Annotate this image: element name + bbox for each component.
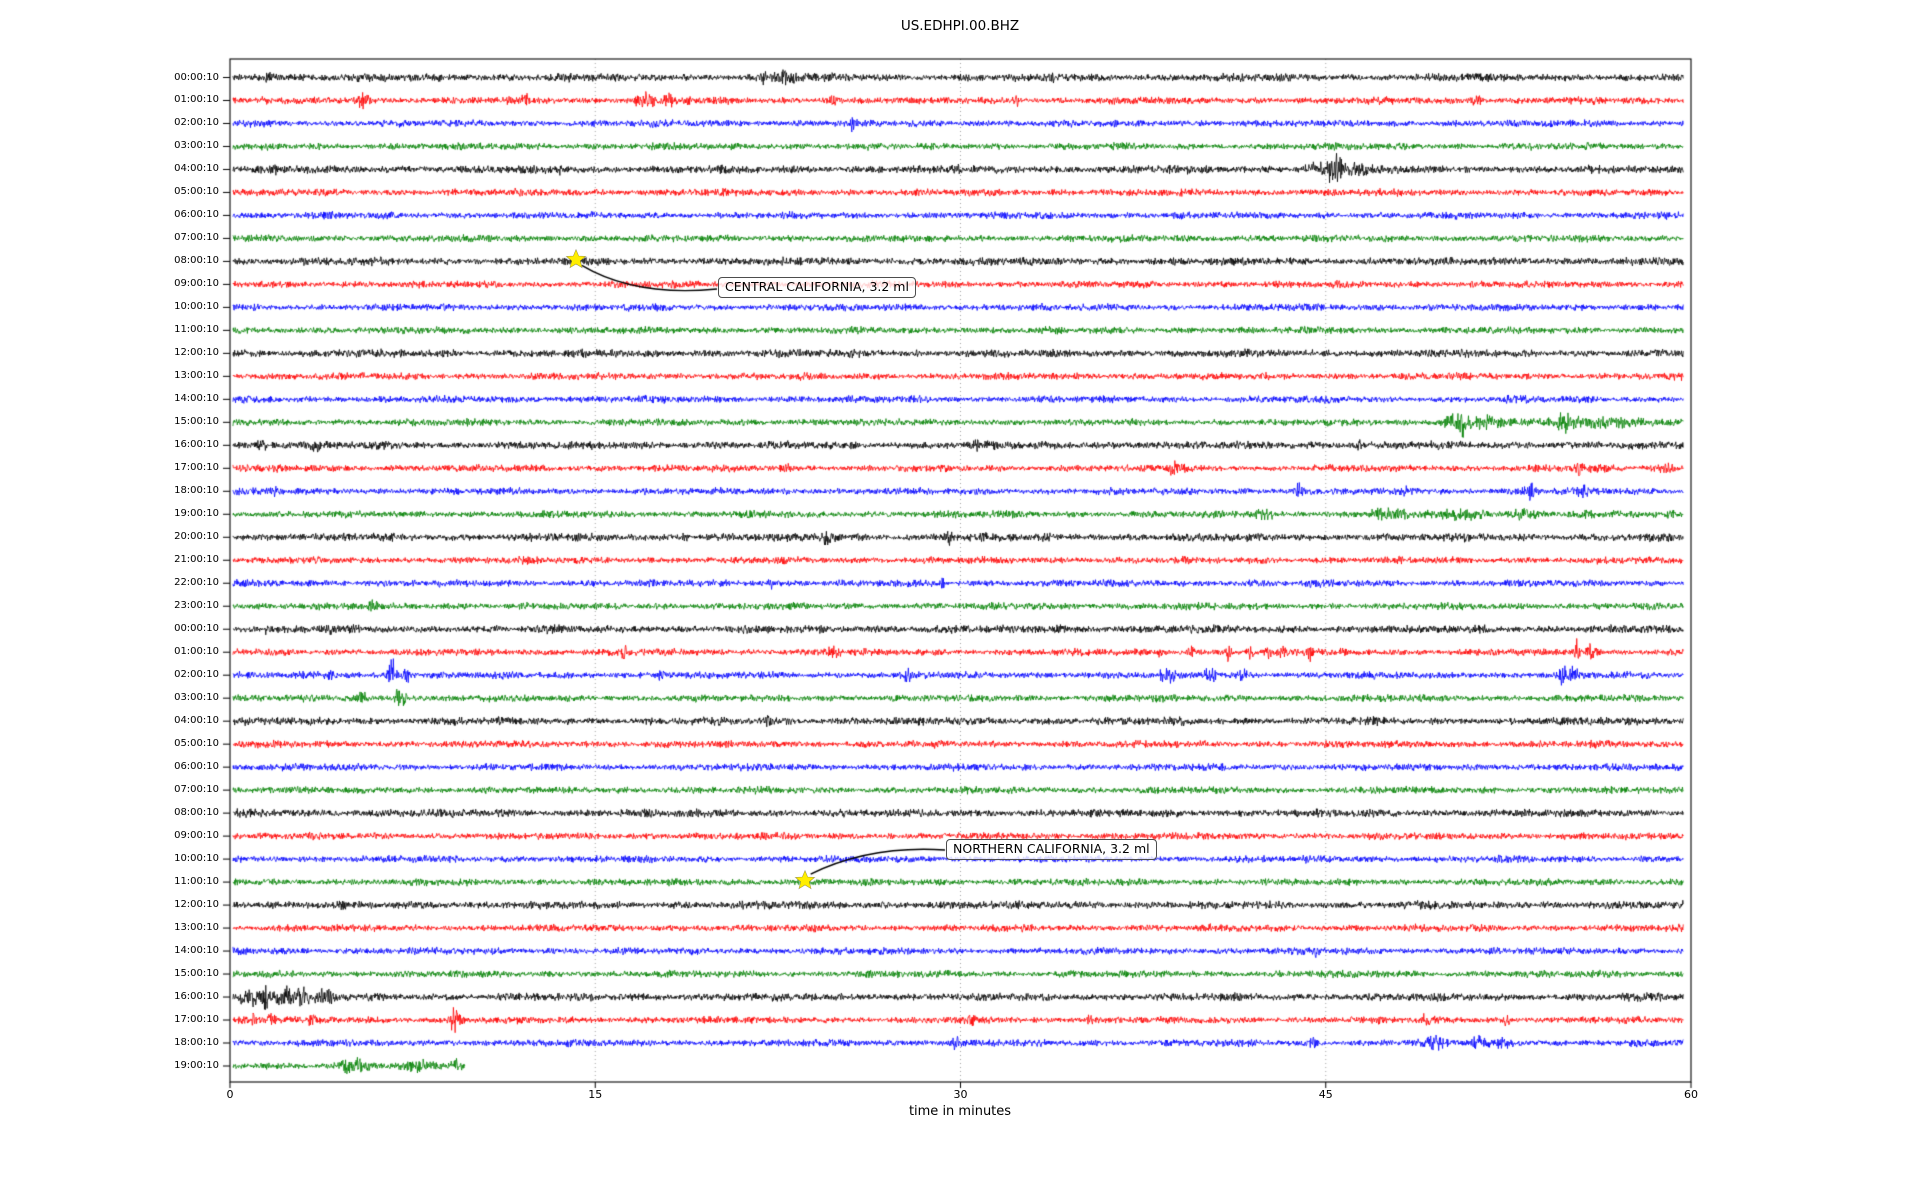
y-axis-label: 03:00:10	[174, 692, 219, 704]
annotation-central-california: CENTRAL CALIFORNIA, 3.2 ml	[718, 277, 916, 298]
y-axis-label: 22:00:10	[174, 577, 219, 589]
figure-title: US.EDHPI.00.BHZ	[900, 18, 1020, 34]
event-star-central-icon	[565, 249, 587, 269]
y-axis-label: 20:00:10	[174, 531, 219, 543]
x-axis-title: time in minutes	[908, 1104, 1012, 1119]
y-axis-label: 08:00:10	[174, 255, 219, 267]
y-axis-label: 14:00:10	[174, 945, 219, 957]
y-axis-label: 16:00:10	[174, 991, 219, 1003]
y-axis-label: 07:00:10	[174, 232, 219, 244]
y-axis-label: 12:00:10	[174, 899, 219, 911]
x-axis-tick-label: 15	[588, 1088, 603, 1101]
y-axis-label: 02:00:10	[174, 117, 219, 129]
y-axis-label: 09:00:10	[174, 278, 219, 290]
y-axis-label: 10:00:10	[174, 853, 219, 865]
x-axis-tick-label: 30	[953, 1088, 968, 1101]
y-axis-label: 13:00:10	[174, 370, 219, 382]
y-axis-label: 05:00:10	[174, 186, 219, 198]
y-axis-label: 11:00:10	[174, 876, 219, 888]
y-axis-label: 15:00:10	[174, 968, 219, 980]
y-axis-label: 19:00:10	[174, 1060, 219, 1071]
y-axis-label: 06:00:10	[174, 761, 219, 773]
x-axis-tick-label: 45	[1318, 1088, 1333, 1101]
y-axis-label: 11:00:10	[174, 324, 219, 336]
y-axis-label: 03:00:10	[174, 140, 219, 152]
y-axis-label: 02:00:10	[174, 669, 219, 681]
y-axis-label: 17:00:10	[174, 462, 219, 474]
x-axis-tick-label: 0	[226, 1088, 234, 1101]
annotation-northern-california-text: NORTHERN CALIFORNIA, 3.2 ml	[953, 841, 1150, 856]
y-axis-label: 23:00:10	[174, 600, 219, 612]
y-axis-label: 04:00:10	[174, 163, 219, 175]
y-axis-label: 01:00:10	[174, 646, 219, 658]
y-axis-label: 07:00:10	[174, 784, 219, 796]
y-axis-label: 06:00:10	[174, 209, 219, 221]
y-axis-label: 10:00:10	[174, 301, 219, 313]
annotation-central-california-text: CENTRAL CALIFORNIA, 3.2 ml	[725, 279, 909, 294]
annotation-northern-california: NORTHERN CALIFORNIA, 3.2 ml	[946, 839, 1157, 860]
x-axis-tick-label: 60	[1684, 1088, 1698, 1101]
y-axis-label: 08:00:10	[174, 807, 219, 819]
y-axis-label: 18:00:10	[174, 1037, 219, 1048]
y-axis-label: 19:00:10	[174, 508, 219, 520]
y-axis-label: 21:00:10	[174, 554, 219, 566]
y-axis-label: 12:00:10	[174, 347, 219, 359]
y-axis-label: 14:00:10	[174, 393, 219, 405]
event-star-northern-icon	[794, 869, 816, 890]
y-axis-label: 05:00:10	[174, 738, 219, 750]
y-axis-label: 13:00:10	[174, 922, 219, 934]
y-axis-label: 01:00:10	[174, 94, 219, 106]
y-axis-label: 18:00:10	[174, 485, 219, 497]
y-axis-label: 00:00:10	[174, 71, 219, 83]
y-axis-label: 09:00:10	[174, 830, 219, 842]
y-axis-label: 17:00:10	[174, 1014, 219, 1026]
y-axis-label: 16:00:10	[174, 439, 219, 451]
y-axis-label: 04:00:10	[174, 715, 219, 727]
y-axis-label: 15:00:10	[174, 416, 219, 428]
y-axis-label: 00:00:10	[174, 623, 219, 635]
